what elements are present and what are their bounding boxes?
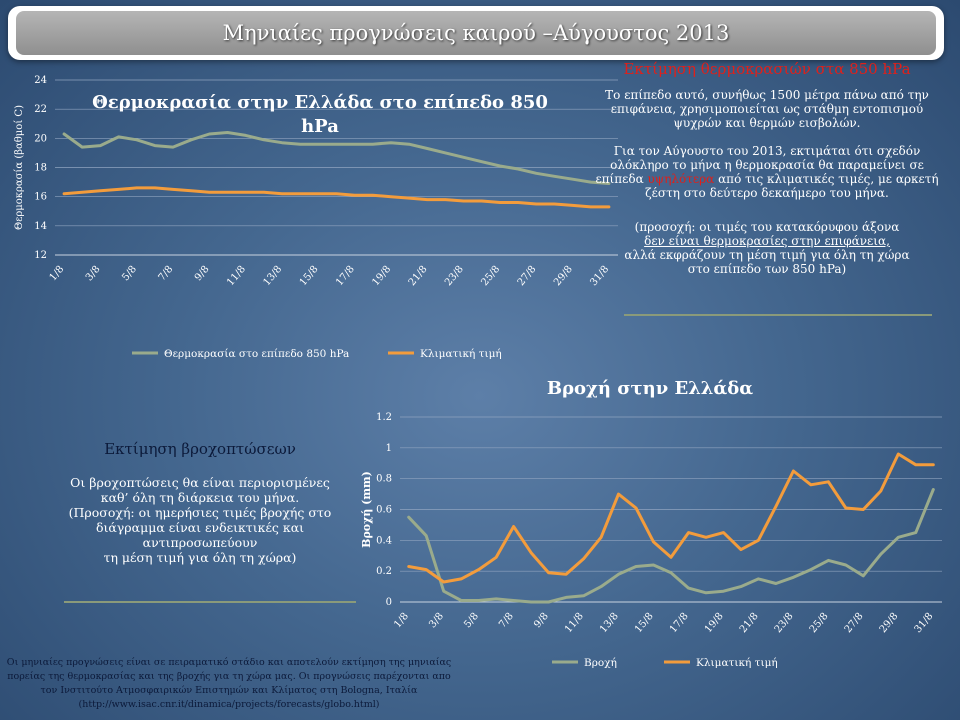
temperature-panel: Εκτίμηση θερμοκρασιών στα 850 hPa Το επί… (578, 60, 956, 277)
y-tick-label: 20 (34, 133, 47, 144)
rain-panel: Εκτίμηση βροχοπτώσεων Οι βροχοπτώσεις θα… (40, 440, 360, 566)
temperature-panel-note: (προσοχή: οι τιμές του κατακόρυφου άξονα… (586, 220, 948, 276)
temperature-chart: 12 14 16 18 20 22 24 1/8 3/8 5/8 7/8 9/8 11/8 13/8 15/… (14, 75, 618, 360)
x-tick-label: 25/8 (808, 611, 831, 635)
x-tick-label: 15/8 (633, 611, 656, 635)
x-tick-label: 19/8 (703, 611, 726, 635)
y-tick-label: 18 (34, 163, 47, 174)
temperature-para2-highlight: υψηλότερα (647, 172, 715, 186)
x-tick-label: 9/8 (193, 264, 212, 283)
rain-panel-text3: τη μέση τιμή για όλη τη χώρα) (103, 550, 297, 565)
temperature-panel-para1: Το επίπεδο αυτό, συνήθως 1500 μέτρα πάνω… (605, 88, 929, 130)
legend-label-1: Βροχή (584, 656, 617, 669)
y-tick-label: 1.2 (376, 412, 392, 423)
x-tick-label: 21/8 (407, 264, 430, 288)
x-tick-label: 21/8 (738, 611, 761, 635)
series-line-1 (407, 488, 935, 604)
temperature-panel-heading: Εκτίμηση θερμοκρασιών στα 850 hPa (623, 60, 911, 78)
y-tick-label: 0.6 (376, 505, 392, 516)
x-tick-label: 15/8 (298, 264, 321, 288)
x-tick-label: 1/8 (392, 611, 411, 630)
x-tick-label: 31/8 (913, 611, 936, 635)
y-tick-label: 16 (34, 192, 47, 203)
x-tick-label: 3/8 (84, 264, 103, 283)
x-tick-label: 27/8 (843, 611, 866, 635)
x-tick-label: 7/8 (157, 264, 176, 283)
series-line-2 (62, 186, 611, 209)
y-tick-label: 14 (34, 221, 47, 232)
rain-chart: 0 0.2 0.4 0.6 0.8 1 1.2 1/8 3/8 5/8 7/8 9/8 11/8 13/8… (360, 378, 942, 669)
y-axis-label: Βροχή (mm) (360, 471, 373, 548)
x-tick-label: 13/8 (598, 611, 621, 635)
rain-panel-divider (64, 601, 356, 603)
x-tick-label: 23/8 (773, 611, 796, 635)
y-tick-label: 0.8 (376, 474, 392, 485)
series-line-2 (407, 452, 935, 584)
chart-title: Βροχή στην Ελλάδα (547, 378, 753, 399)
x-tick-label: 25/8 (479, 264, 502, 288)
page-title: Μηνιαίες προγνώσεις καιρού –Αύγουστος 20… (222, 21, 730, 45)
legend-label-2: Κλιματική τιμή (420, 347, 502, 360)
legend-label-1: Θερμοκρασία στο επίπεδο 850 hPa (164, 347, 349, 360)
x-tick-label: 1/8 (48, 264, 67, 283)
temperature-note-line3: αλλά εκφράζουν τη μέση τιμή για όλη τη χ… (624, 248, 910, 262)
temperature-note-line2: δεν είναι θερμοκρασίες στην επιφάνεια, (644, 234, 890, 248)
x-tick-label: 27/8 (516, 264, 539, 288)
temperature-para2-end: από τις κλιματικές τιμές, με αρκετή ζέστ… (645, 172, 939, 200)
title-banner: Μηνιαίες προγνώσεις καιρού –Αύγουστος 20… (8, 6, 944, 60)
y-tick-label: 0.2 (376, 566, 392, 577)
temperature-panel-para2: Για τον Αύγουστο του 2013, εκτιμάται ότι… (586, 144, 948, 200)
chart-title: Θερμοκρασία στην Ελλάδα στο επίπεδο 850 (92, 92, 548, 113)
x-tick-label: 5/8 (462, 611, 481, 630)
rain-panel-text1: Οι βροχοπτώσεις θα είναι περιορισμένες κ… (70, 475, 330, 505)
series-line-1 (62, 131, 611, 185)
x-tick-label: 11/8 (225, 264, 248, 288)
x-tick-label: 17/8 (334, 264, 357, 288)
x-tick-label: 9/8 (532, 611, 551, 630)
x-tick-label: 7/8 (497, 611, 516, 630)
x-tick-label: 3/8 (427, 611, 446, 630)
footer-note: Οι μηνιαίες προγνώσεις είναι σε πειραματ… (6, 657, 452, 710)
temperature-para2-text: Για τον Αύγουστο του 2013, εκτιμάται ότι… (595, 144, 924, 186)
y-tick-label: 24 (34, 75, 47, 86)
x-tick-label: 5/8 (120, 264, 139, 283)
x-tick-label: 29/8 (552, 264, 575, 288)
temperature-note-line1: (προσοχή: οι τιμές του κατακόρυφου άξονα (634, 220, 900, 234)
title-banner-inner: Μηνιαίες προγνώσεις καιρού –Αύγουστος 20… (16, 11, 936, 55)
y-tick-label: 12 (34, 250, 47, 261)
chart-title: hPa (301, 116, 339, 137)
rain-panel-heading: Εκτίμηση βροχοπτώσεων (104, 440, 296, 458)
x-tick-label: 11/8 (563, 611, 586, 635)
temperature-note-line4: στο επίπεδο των 850 hPa) (687, 262, 847, 276)
y-tick-label: 0.4 (376, 535, 392, 546)
legend-label-2: Κλιματική τιμή (696, 656, 778, 669)
x-tick-label: 19/8 (370, 264, 393, 288)
y-axis-label: Θερμοκρασία (βαθμοί C) (14, 105, 25, 230)
temperature-panel-divider (624, 314, 932, 316)
y-tick-label: 1 (386, 443, 392, 454)
x-tick-label: 23/8 (443, 264, 466, 288)
x-tick-label: 29/8 (878, 611, 901, 635)
y-tick-label: 22 (34, 104, 47, 115)
x-tick-label: 17/8 (668, 611, 691, 635)
rain-panel-text2: (Προσοχή: οι ημερήσιες τιμές βροχής στο … (68, 505, 332, 550)
x-tick-label: 13/8 (261, 264, 284, 288)
y-tick-label: 0 (386, 597, 392, 608)
